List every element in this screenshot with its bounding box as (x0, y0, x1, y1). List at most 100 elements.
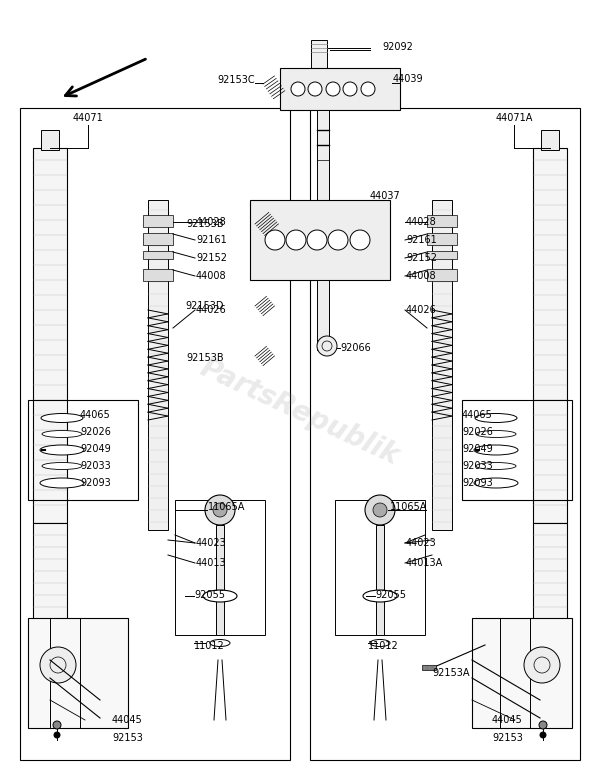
Circle shape (286, 230, 306, 250)
Text: 11065A: 11065A (390, 502, 427, 512)
Text: 92153B: 92153B (187, 353, 224, 363)
Text: 92026: 92026 (462, 427, 493, 437)
Bar (216, 525, 224, 635)
Text: 92161: 92161 (406, 235, 437, 245)
Bar (33, 148, 67, 523)
Text: 92033: 92033 (80, 461, 111, 471)
Text: 92153A: 92153A (432, 668, 470, 678)
Text: 92055: 92055 (375, 590, 406, 600)
Text: PartsRepublik: PartsRepublik (196, 354, 404, 471)
Text: 92049: 92049 (80, 444, 111, 454)
Bar (33, 523, 67, 703)
Bar (311, 40, 327, 68)
Ellipse shape (41, 413, 83, 422)
Text: 92152: 92152 (196, 253, 227, 263)
Circle shape (205, 495, 235, 525)
Circle shape (307, 230, 327, 250)
Ellipse shape (476, 430, 516, 437)
Bar (533, 148, 567, 523)
Text: 44023: 44023 (196, 538, 227, 548)
Text: 44026: 44026 (196, 305, 227, 315)
Bar (143, 215, 173, 227)
Circle shape (343, 82, 357, 96)
Bar (20, 108, 290, 760)
Text: 44065: 44065 (80, 410, 111, 420)
Text: 92153: 92153 (112, 733, 143, 743)
Text: 92153B: 92153B (187, 219, 224, 229)
Text: 92066: 92066 (340, 343, 371, 353)
Circle shape (524, 647, 560, 683)
Text: 92153D: 92153D (185, 301, 224, 311)
Bar (28, 618, 128, 728)
Bar (310, 108, 580, 760)
Text: 44013A: 44013A (406, 558, 443, 568)
Bar (427, 215, 457, 227)
Text: 44008: 44008 (196, 271, 227, 281)
Bar (148, 200, 168, 530)
Circle shape (373, 503, 387, 517)
Bar (376, 525, 384, 635)
Text: 92026: 92026 (80, 427, 111, 437)
Circle shape (361, 82, 375, 96)
Text: 44008: 44008 (406, 271, 437, 281)
Text: 44071: 44071 (73, 113, 103, 123)
Text: 44026: 44026 (406, 305, 437, 315)
Ellipse shape (40, 478, 84, 488)
Circle shape (365, 495, 395, 525)
Bar (432, 200, 452, 530)
Circle shape (53, 721, 61, 729)
Ellipse shape (370, 640, 390, 647)
Text: 92153: 92153 (492, 733, 523, 743)
Bar (472, 618, 572, 728)
Bar (250, 200, 390, 280)
Text: 92092: 92092 (382, 42, 413, 52)
Text: 92093: 92093 (80, 478, 111, 488)
Bar (143, 233, 173, 245)
Circle shape (328, 230, 348, 250)
Text: 92153C: 92153C (217, 75, 255, 85)
Ellipse shape (203, 590, 237, 602)
Bar (422, 665, 436, 670)
Ellipse shape (474, 478, 518, 488)
Ellipse shape (42, 430, 82, 437)
Bar (143, 251, 173, 259)
Ellipse shape (210, 640, 230, 647)
Bar (317, 280, 329, 350)
Text: 44023: 44023 (406, 538, 437, 548)
Circle shape (326, 82, 340, 96)
Bar (335, 500, 425, 635)
Circle shape (265, 230, 285, 250)
Text: 92049: 92049 (462, 444, 493, 454)
Ellipse shape (474, 445, 518, 455)
Ellipse shape (363, 590, 397, 602)
Bar (143, 269, 173, 281)
Text: 44028: 44028 (406, 217, 437, 227)
Text: 44065: 44065 (462, 410, 493, 420)
Bar (427, 251, 457, 259)
Bar (541, 130, 559, 150)
Ellipse shape (42, 462, 82, 469)
Text: 92161: 92161 (196, 235, 227, 245)
Bar (41, 130, 59, 150)
Text: 44037: 44037 (370, 191, 401, 201)
Text: 92055: 92055 (194, 590, 225, 600)
Circle shape (539, 721, 547, 729)
Ellipse shape (476, 462, 516, 469)
Text: 11065A: 11065A (208, 502, 245, 512)
Circle shape (540, 732, 546, 738)
Circle shape (213, 503, 227, 517)
Text: 44071A: 44071A (496, 113, 533, 123)
Bar (28, 400, 138, 500)
Text: 11012: 11012 (194, 641, 225, 651)
Text: 92033: 92033 (462, 461, 493, 471)
Ellipse shape (475, 413, 517, 422)
Circle shape (350, 230, 370, 250)
Text: 44013: 44013 (196, 558, 227, 568)
Text: 44045: 44045 (492, 715, 523, 725)
Bar (317, 110, 329, 200)
Bar (427, 233, 457, 245)
Circle shape (54, 732, 60, 738)
Bar (280, 68, 400, 110)
Circle shape (40, 647, 76, 683)
Text: 92093: 92093 (462, 478, 493, 488)
